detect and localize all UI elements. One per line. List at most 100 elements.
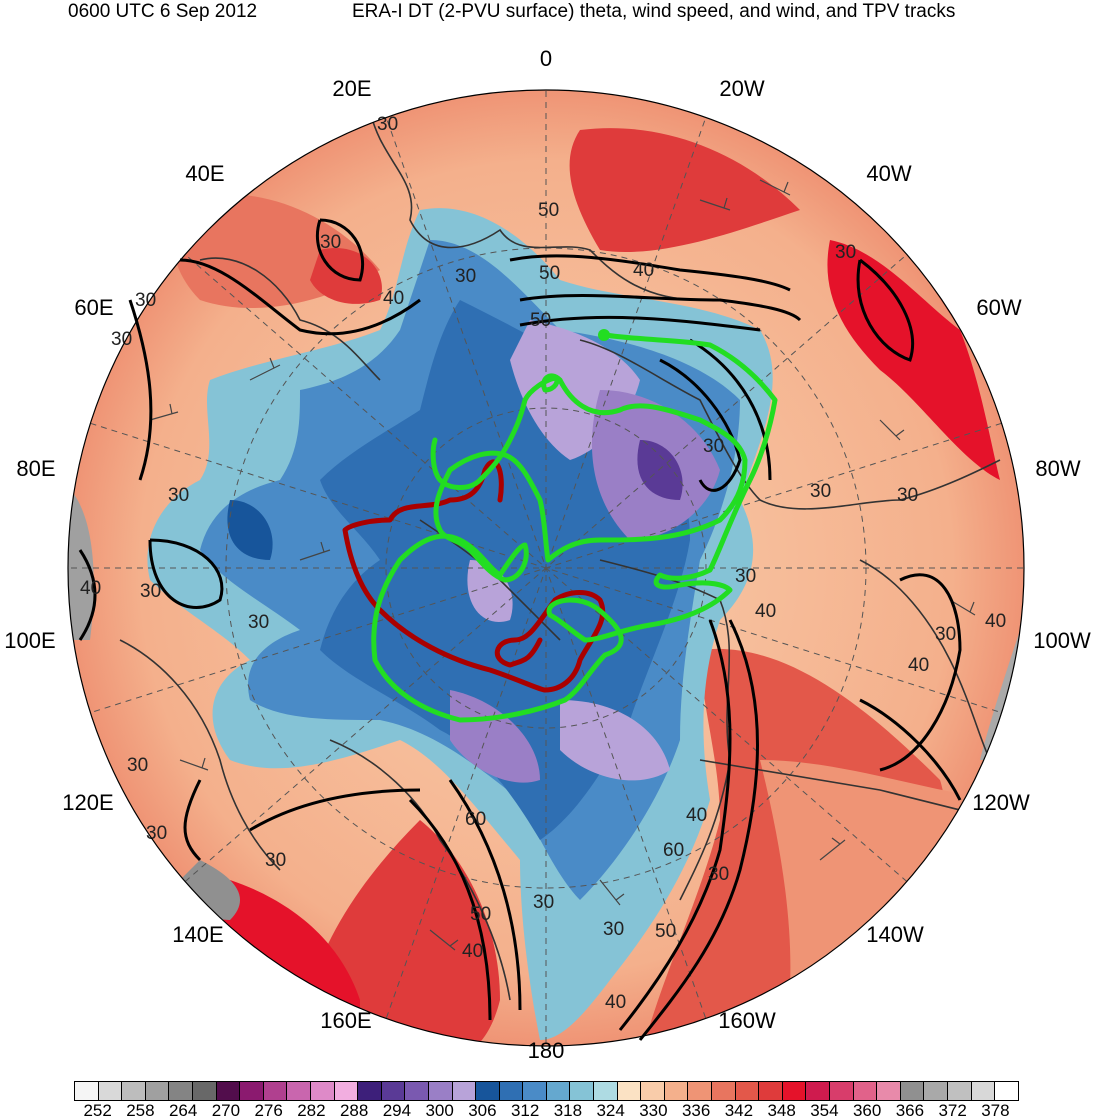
lon-label-60e: 60E [74, 295, 113, 320]
contour-label: 30 [708, 864, 729, 885]
colorbar-swatch [145, 1082, 170, 1100]
tpv-track-start-marker [598, 329, 610, 341]
tpv-track-darkred [342, 459, 606, 693]
colorbar-swatch [830, 1082, 854, 1100]
colorbar-swatch [617, 1082, 642, 1100]
colorbar-swatch [358, 1082, 382, 1100]
contour-label: 30 [897, 485, 918, 506]
contour-label: 30 [835, 242, 856, 263]
colorbar-swatch [287, 1082, 311, 1100]
jet-contour-europe-1 [179, 258, 421, 336]
jet-contour-pacific-east-2 [638, 619, 759, 1041]
colorbar-tick-label: 342 [724, 1101, 754, 1120]
contour-label: 30 [703, 436, 724, 457]
colorbar-tick-label: 336 [681, 1101, 711, 1120]
contour-label: 40 [686, 805, 707, 826]
warm-region-greenland [827, 240, 1000, 480]
colorbar-swatch [263, 1082, 288, 1100]
colorbar-tick-label: 324 [596, 1101, 625, 1120]
lon-label-160e: 160E [320, 1008, 371, 1033]
colorbar-swatch [641, 1082, 665, 1100]
figure-title: ERA-I DT (2-PVU surface) theta, wind spe… [352, 1, 956, 22]
colorbar-tick-label: 372 [938, 1101, 967, 1120]
colorbar-swatch [759, 1082, 783, 1100]
lon-label-120e: 120E [62, 790, 113, 815]
dark-blue-patch [227, 500, 273, 560]
contour-label: 40 [755, 601, 776, 622]
colorbar-swatch [712, 1082, 736, 1100]
colorbar-tick-label: 300 [425, 1101, 454, 1120]
contour-labels: 30 50 40 50 50 30 30 40 30 30 30 30 30 3… [80, 114, 1006, 1013]
colorbar-swatch [98, 1082, 123, 1100]
colorbar-swatch [546, 1082, 571, 1100]
colorbar-swatch [877, 1082, 901, 1100]
jet-contour-east-1 [856, 258, 915, 362]
jet-contour-pacific-west-2 [408, 798, 492, 1021]
colorbar-tick-label: 288 [339, 1101, 369, 1120]
contour-label: 30 [735, 566, 756, 587]
contour-label: 40 [908, 655, 929, 676]
colorbar-swatch [853, 1082, 878, 1100]
contour-label: 50 [470, 904, 491, 925]
contour-label: 30 [603, 919, 624, 940]
colorbar-swatch [216, 1082, 241, 1100]
colorbar-swatch [192, 1082, 217, 1100]
contour-label: 30 [146, 823, 167, 844]
colorbar-swatch [594, 1082, 618, 1100]
colorbar-swatch [570, 1082, 595, 1100]
colorbar-swatch [806, 1082, 830, 1100]
colorbar-tick-label: 306 [468, 1101, 497, 1120]
contour-label: 30 [455, 266, 476, 287]
lon-label-40w: 40W [866, 161, 911, 186]
colorbar-swatch [452, 1082, 477, 1100]
colorbar-tick-label: 252 [83, 1101, 112, 1120]
colorbar-tick-label: 282 [297, 1101, 326, 1120]
purple-core [637, 440, 683, 500]
contour-label: 40 [462, 941, 483, 962]
contour-label: 40 [633, 260, 654, 281]
jet-contour-europe-2 [315, 218, 365, 282]
contour-label: 30 [810, 481, 831, 502]
contour-label: 30 [168, 485, 189, 506]
colorbar-swatch [169, 1082, 193, 1100]
lon-label-140w: 140W [866, 922, 924, 947]
contour-label: 40 [605, 992, 626, 1013]
colorbar-tick-label: 378 [981, 1101, 1010, 1120]
datetime-label: 0600 UTC 6 Sep 2012 [68, 1, 258, 22]
contour-label: 40 [985, 611, 1006, 632]
wind-speed-contours [78, 218, 962, 1041]
colorbar-tick-label: 276 [254, 1101, 283, 1120]
colorbar-swatch [900, 1082, 925, 1100]
colorbar-swatch [523, 1082, 547, 1100]
colorbar-tick-label: 270 [211, 1101, 241, 1120]
lon-label-80w: 80W [1035, 456, 1080, 481]
jet-contour-pacific-east-1 [618, 619, 732, 1031]
purple-patch-4 [560, 700, 670, 781]
jet-contour-pacific-west-1 [448, 779, 522, 1011]
colorbar-swatch [381, 1082, 406, 1100]
colorbar-swatch [334, 1082, 359, 1100]
map-border [67, 89, 1025, 1047]
warm-core-atlantic [569, 128, 800, 252]
colorbar-tick-label: 258 [126, 1101, 155, 1120]
colorbar-tick-label: 354 [810, 1101, 839, 1120]
jet-contour-canada-1 [879, 573, 962, 772]
lon-label-160w: 160W [718, 1008, 776, 1033]
wind-barbs [149, 179, 976, 951]
contour-label: 40 [80, 578, 101, 599]
colorbar-tick-label: 312 [510, 1101, 540, 1120]
colorbar-tick-label: 318 [553, 1101, 583, 1120]
colorbar-swatch [947, 1082, 972, 1100]
tpv-track-green [371, 332, 778, 723]
theta-field [68, 90, 1024, 1046]
colorbar-swatch [782, 1082, 807, 1100]
colorbar-swatch [122, 1082, 146, 1100]
colorbar-swatch [735, 1082, 760, 1100]
colorbar-tick-label: 264 [168, 1101, 198, 1120]
lon-label-40e: 40E [185, 161, 224, 186]
colorbar-tick-label: 294 [382, 1101, 412, 1120]
colorbar-swatch [476, 1082, 500, 1100]
colorbar-swatch [499, 1082, 524, 1100]
contour-label: 30 [935, 624, 956, 645]
jet-contour-west-2 [148, 538, 224, 609]
